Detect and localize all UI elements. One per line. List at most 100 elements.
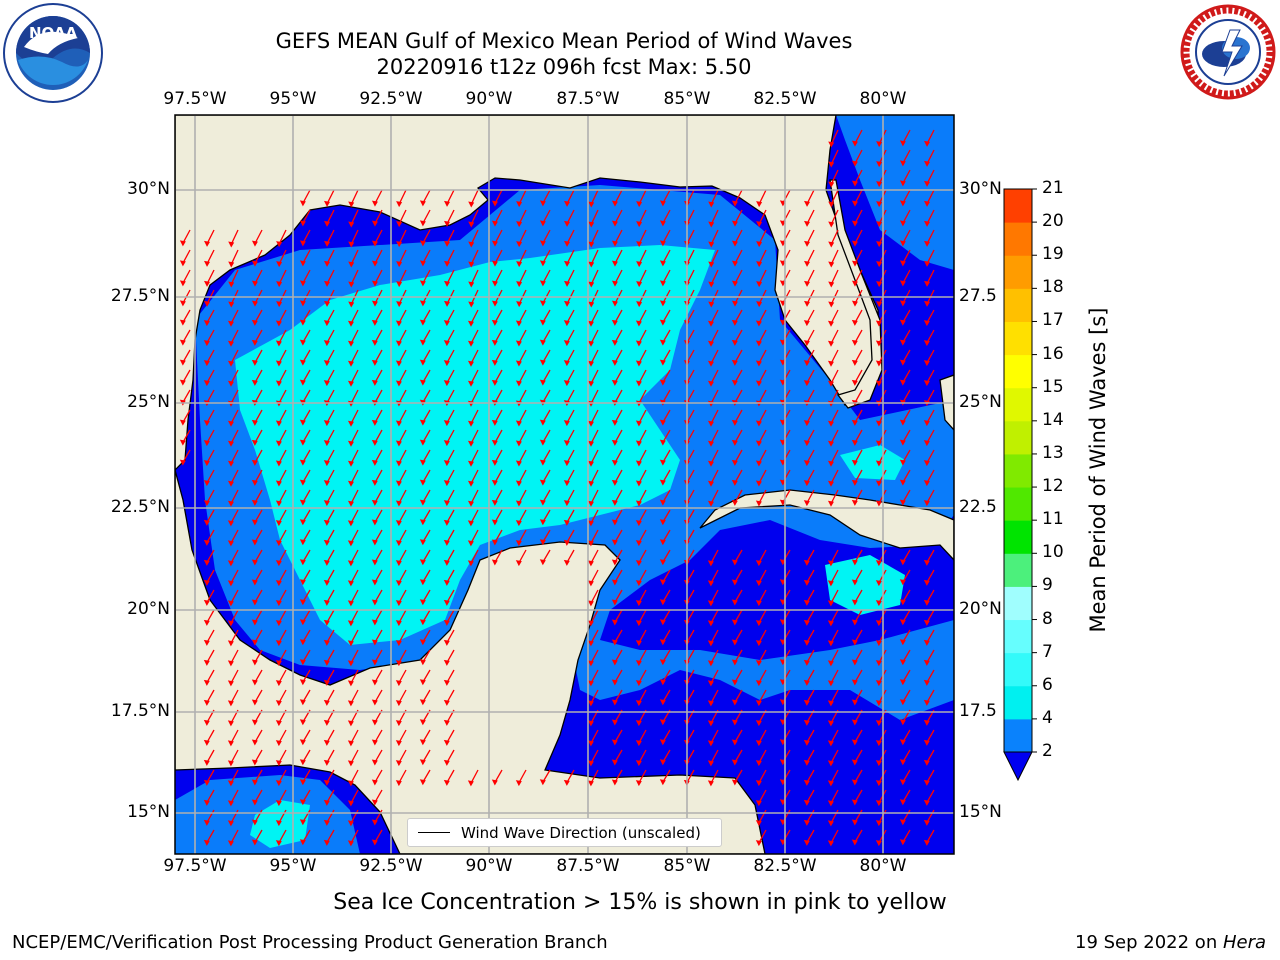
wind-arrow-head xyxy=(899,599,906,606)
wind-arrow-head xyxy=(827,820,834,827)
wind-arrow-head xyxy=(179,459,186,466)
wind-arrow-head xyxy=(395,620,402,627)
wind-arrow-head xyxy=(588,281,595,288)
wind-arrow-head xyxy=(275,580,282,587)
wind-arrow-head xyxy=(708,221,715,228)
wind-arrow-head xyxy=(827,320,834,327)
wind-arrow-head xyxy=(924,200,931,207)
wind-arrow-head xyxy=(659,779,666,786)
wind-arrow-head xyxy=(828,281,835,288)
wind-arrow-head xyxy=(395,480,402,487)
wind-arrow-head xyxy=(731,319,738,326)
wind-arrow-head xyxy=(803,480,810,487)
wind-arrow-head xyxy=(804,220,811,227)
wind-arrow-head xyxy=(419,459,426,466)
colorbar-tick-label: 21 xyxy=(1042,178,1064,198)
wind-arrow xyxy=(686,189,695,205)
wind-arrow-head xyxy=(371,300,378,307)
wind-arrow-head xyxy=(275,520,282,527)
wind-arrow-head xyxy=(635,640,642,647)
wind-arrow-head xyxy=(275,620,282,627)
wind-arrow-head xyxy=(588,301,595,308)
wind-arrow-head xyxy=(395,520,402,527)
wind-arrow-head xyxy=(827,580,834,587)
wind-arrow-head xyxy=(899,419,906,426)
wind-arrow-head xyxy=(635,600,642,607)
wind-arrow-head xyxy=(635,780,642,787)
wind-arrow-head xyxy=(251,699,258,706)
wind-arrow-head xyxy=(755,480,762,487)
wind-arrow-head xyxy=(611,300,618,307)
colorbar-segment xyxy=(1004,619,1032,654)
wind-arrow-head xyxy=(299,539,306,546)
wind-arrow-head xyxy=(467,780,474,787)
wind-arrow-head xyxy=(539,419,546,426)
wind-arrow-head xyxy=(491,359,498,366)
wind-arrow-head xyxy=(588,201,595,208)
wind-arrow-head xyxy=(707,560,714,567)
florida-land xyxy=(829,179,883,409)
colorbar-segment xyxy=(1004,553,1032,587)
wind-arrow-head xyxy=(755,420,762,427)
wind-arrow-head xyxy=(299,719,306,726)
wind-arrow-head xyxy=(899,799,906,806)
wind-arrow-head xyxy=(371,779,378,786)
wind-arrow-head xyxy=(419,419,426,426)
wind-arrow-head xyxy=(371,260,378,267)
wind-arrow-head xyxy=(444,260,451,267)
wind-arrow-head xyxy=(275,600,282,607)
wind-arrow-head xyxy=(227,380,234,387)
wind-arrow-head xyxy=(587,660,594,667)
wind-arrow-head xyxy=(227,580,234,587)
wind-arrow-head xyxy=(707,700,714,707)
wind-arrow-head xyxy=(395,360,402,367)
wind-arrow-head xyxy=(923,599,930,606)
wind-arrow-head xyxy=(395,540,402,547)
wind-arrow-head xyxy=(899,659,906,666)
wind-arrow-head xyxy=(299,579,306,586)
wind-arrow xyxy=(326,209,335,225)
wind-arrow-head xyxy=(539,200,546,207)
wind-arrow-head xyxy=(563,380,570,387)
wind-arrow xyxy=(518,249,527,265)
wind-arrow-head xyxy=(203,559,210,566)
wind-arrow-head xyxy=(515,480,522,487)
wind-arrow-head xyxy=(251,439,258,446)
wind-arrow xyxy=(830,229,839,245)
wind-arrow-head xyxy=(227,500,234,507)
wind-arrow-head xyxy=(491,260,498,267)
wind-arrow-head xyxy=(539,240,546,247)
wind-arrow-head xyxy=(371,619,378,626)
wind-arrow-head xyxy=(491,280,498,287)
wind-arrow-head xyxy=(539,379,546,386)
wind-arrow-head xyxy=(443,779,450,786)
wind-arrow-head xyxy=(227,820,234,827)
wind-arrow-head xyxy=(515,420,522,427)
wind-arrow-head xyxy=(251,300,258,307)
wind-arrow-head xyxy=(659,539,666,546)
wind-arrow-head xyxy=(323,699,330,706)
wind-arrow-head xyxy=(275,380,282,387)
wind-arrow-head xyxy=(539,280,546,287)
wind-arrow-head xyxy=(803,719,810,726)
wind-arrow-head xyxy=(395,720,402,727)
wind-arrow-head xyxy=(707,500,714,507)
wind-arrow-head xyxy=(635,720,642,727)
colorbar-tick-label: 10 xyxy=(1042,542,1064,563)
lon-label: 90°W xyxy=(465,89,513,109)
wind-arrow-head xyxy=(587,320,594,327)
wind-arrow-head xyxy=(587,700,594,707)
wind-arrow-head xyxy=(299,339,306,346)
wind-arrow-head xyxy=(443,380,450,387)
wind-arrow-head xyxy=(876,141,883,148)
wind-arrow-head xyxy=(348,301,355,308)
wind-arrow-head xyxy=(347,620,354,627)
wind-arrow-head xyxy=(299,739,306,746)
wind-arrow-head xyxy=(635,420,642,427)
wind-arrow-head xyxy=(851,839,858,846)
wind-arrow-head xyxy=(203,619,210,626)
nws-logo xyxy=(1178,2,1278,102)
wind-arrow-head xyxy=(179,339,186,346)
wind-arrow-head xyxy=(803,799,810,806)
wind-arrow-head xyxy=(803,759,810,766)
